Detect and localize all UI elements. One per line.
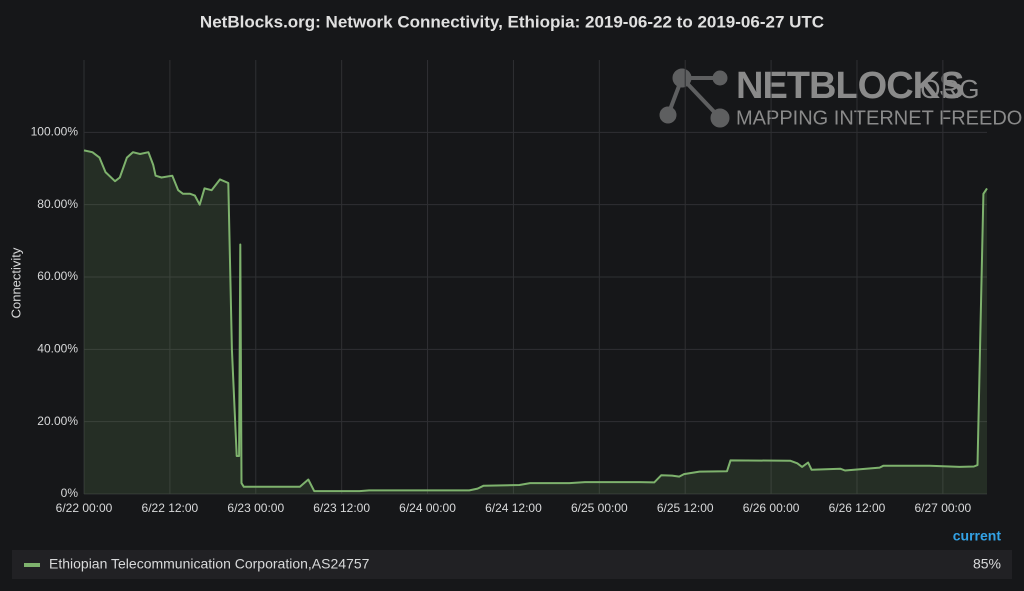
x-tick-label: 6/24 00:00 [399,501,456,515]
x-tick-label: 6/25 12:00 [657,501,714,515]
plot: 0% 20.00% 40.00% 60.00% 80.00% 100.00% 6/22 00… [31,60,988,515]
watermark-tagline: MAPPING INTERNET FREEDOM [736,107,1024,129]
legend-header: current [953,528,1002,544]
x-tick-label: 6/23 00:00 [227,501,284,515]
series-line [83,149,988,493]
series-area [84,150,987,494]
legend-label[interactable]: Ethiopian Telecommunication Corporation,… [49,556,370,572]
x-tick-label: 6/27 00:00 [915,501,972,515]
x-tick-label: 6/22 00:00 [56,501,113,515]
legend-row [12,550,1012,579]
x-tick-label: 6/25 00:00 [571,501,628,515]
watermark-logo [659,68,730,128]
x-tick-label: 6/24 12:00 [485,501,542,515]
chart-title: NetBlocks.org: Network Connectivity, Eth… [200,12,824,31]
x-tick-label: 6/23 12:00 [313,501,370,515]
y-tick-label: 100.00% [31,125,79,139]
y-tick-label: 40.00% [37,342,78,356]
legend-current: 85% [973,556,1001,572]
y-tick-label: 20.00% [37,414,78,428]
watermark-name: NETBLOCKS [736,65,963,107]
x-tick-label: 6/26 00:00 [743,501,800,515]
x-tick-label: 6/22 12:00 [142,501,199,515]
watermark-suffix: .ORG [913,74,979,104]
y-tick-label: 0% [61,486,79,500]
x-tick-label: 6/26 12:00 [829,501,886,515]
y-axis-label: Connectivity [8,247,23,318]
y-tick-label: 80.00% [37,197,78,211]
y-tick-label: 60.00% [37,269,78,283]
